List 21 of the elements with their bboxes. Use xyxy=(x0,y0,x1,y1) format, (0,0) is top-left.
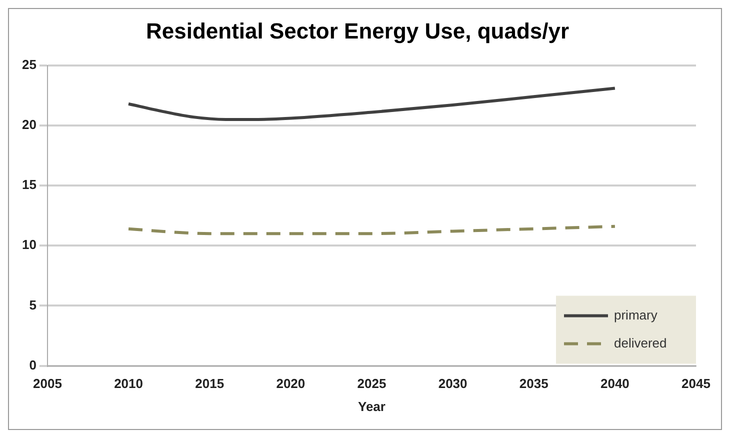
x-tick-label: 2045 xyxy=(682,376,710,392)
x-tick-label: 2030 xyxy=(438,376,468,392)
x-tick-label: 2035 xyxy=(519,376,548,392)
y-tick-label: 15 xyxy=(22,177,36,192)
y-tick-label: 25 xyxy=(22,56,36,72)
y-tick-label: 5 xyxy=(29,297,36,312)
y-tick-label: 10 xyxy=(22,237,36,252)
x-tick-label: 2025 xyxy=(357,376,386,392)
legend-label: delivered xyxy=(614,335,667,350)
x-tick-label: 2010 xyxy=(114,376,143,392)
x-axis-title: Year xyxy=(358,398,386,414)
legend-label: primary xyxy=(614,307,658,322)
chart-title: Residential Sector Energy Use, quads/yr xyxy=(146,18,570,44)
y-tick-label: 20 xyxy=(22,117,36,132)
x-tick-label: 2005 xyxy=(33,376,62,392)
x-tick-label: 2040 xyxy=(600,376,630,392)
x-tick-label: 2015 xyxy=(195,376,224,392)
x-tick-label: 2020 xyxy=(276,376,306,392)
line-series xyxy=(127,224,616,236)
line-series xyxy=(127,86,616,121)
y-tick-label: 0 xyxy=(29,357,36,372)
